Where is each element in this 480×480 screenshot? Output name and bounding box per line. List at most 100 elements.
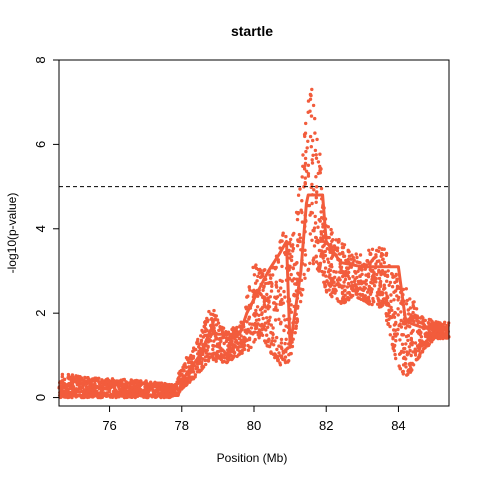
data-point (67, 382, 71, 387)
data-point (146, 390, 150, 394)
data-point (323, 285, 327, 289)
data-point (278, 240, 282, 244)
data-point (273, 318, 278, 322)
data-point (105, 387, 110, 391)
data-point (346, 248, 350, 252)
data-point (312, 188, 316, 192)
data-point (383, 286, 387, 290)
data-point (288, 265, 292, 270)
data-point (309, 210, 313, 215)
data-point (292, 231, 296, 236)
data-point (196, 361, 201, 365)
data-point (328, 276, 333, 280)
data-point (189, 360, 194, 364)
data-point (300, 199, 304, 203)
data-point (308, 97, 313, 102)
data-point (255, 305, 260, 309)
data-point (253, 281, 258, 285)
x-tick-label: 80 (247, 418, 261, 433)
data-point (352, 279, 357, 284)
data-point (265, 316, 269, 320)
data-point (256, 322, 260, 326)
data-point (353, 269, 357, 274)
x-tick-label: 76 (102, 418, 116, 433)
data-point (319, 186, 324, 191)
data-point (230, 341, 234, 346)
data-point (75, 376, 79, 380)
data-point (363, 294, 367, 298)
data-point (222, 341, 226, 346)
data-point (303, 176, 307, 180)
data-point (396, 313, 400, 317)
data-point (351, 293, 355, 298)
data-point (387, 317, 391, 321)
data-point (366, 290, 370, 294)
data-point (392, 298, 396, 302)
data-point (379, 251, 384, 256)
data-point (70, 373, 75, 377)
y-tick-label: 0 (33, 394, 48, 401)
data-point (404, 365, 408, 369)
data-point (305, 146, 309, 150)
data-point (233, 337, 237, 341)
data-point (375, 248, 379, 253)
data-point (303, 131, 308, 135)
data-point (207, 309, 211, 314)
data-point (298, 239, 302, 244)
data-point (192, 348, 196, 352)
data-point (408, 348, 412, 353)
data-point (311, 153, 315, 157)
data-point (267, 318, 271, 323)
data-point (312, 229, 316, 233)
data-point (135, 388, 139, 392)
data-point (310, 201, 314, 206)
data-point (251, 289, 255, 293)
data-point (414, 349, 418, 353)
data-point (286, 360, 290, 364)
data-point (412, 300, 416, 304)
data-point (60, 372, 65, 377)
data-point (384, 312, 388, 316)
data-point (316, 160, 321, 164)
data-point (428, 338, 432, 343)
data-point (302, 272, 306, 277)
data-point (418, 332, 422, 337)
y-axis-label: -log10(p-value) (5, 193, 19, 274)
data-point (409, 331, 413, 335)
data-point (362, 280, 366, 284)
data-point (246, 348, 251, 352)
data-point (411, 328, 415, 333)
data-point (270, 284, 274, 288)
data-point (98, 380, 102, 384)
data-point (352, 258, 356, 262)
data-point (104, 380, 109, 384)
data-point (210, 353, 214, 357)
data-point (265, 292, 269, 297)
data-point (295, 277, 299, 281)
data-point (293, 331, 297, 335)
data-point (210, 317, 214, 321)
data-point (345, 285, 350, 289)
data-point (324, 288, 329, 293)
data-point (389, 293, 393, 297)
data-point (259, 324, 264, 328)
data-point (333, 291, 337, 295)
data-point (399, 310, 403, 314)
data-point (282, 328, 286, 333)
data-point (342, 243, 347, 247)
data-point (281, 231, 285, 235)
x-tick-label: 84 (391, 418, 405, 433)
data-point (396, 327, 400, 332)
data-point (292, 277, 296, 281)
data-point (84, 385, 89, 389)
data-point (250, 322, 254, 326)
data-point (249, 326, 254, 330)
data-point (380, 291, 385, 295)
data-point (329, 279, 333, 284)
data-point (265, 333, 269, 337)
data-point (408, 306, 413, 310)
data-point (397, 364, 401, 368)
data-point (261, 316, 265, 321)
data-point (371, 273, 376, 277)
data-point (303, 182, 307, 186)
